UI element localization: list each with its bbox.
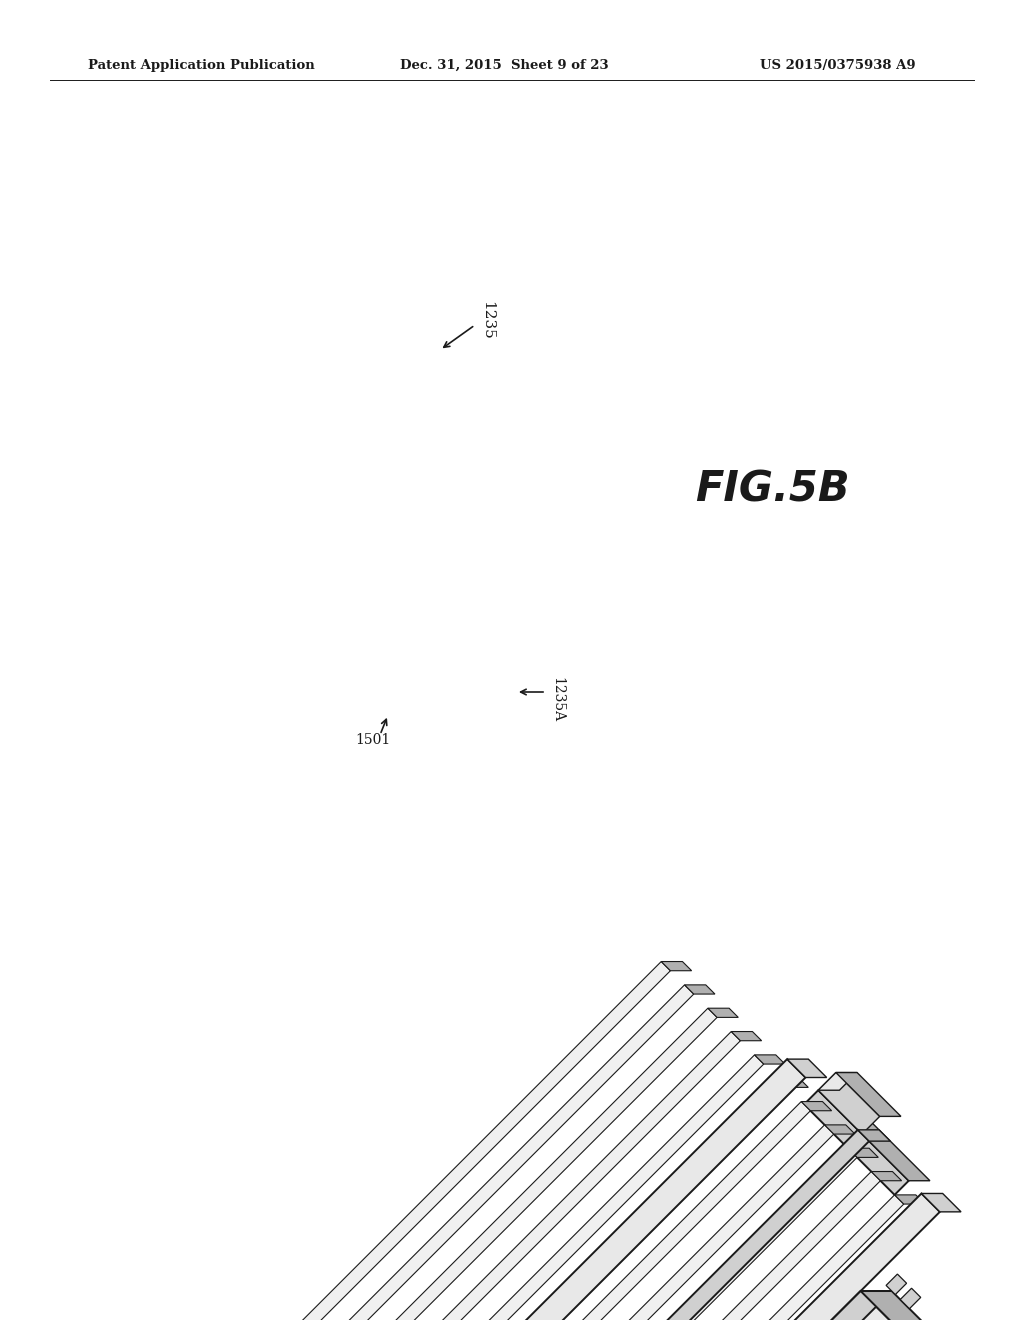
Polygon shape: [496, 1195, 904, 1320]
Polygon shape: [426, 1125, 834, 1320]
Text: FIG.5B: FIG.5B: [695, 469, 850, 511]
Polygon shape: [755, 1055, 785, 1064]
Polygon shape: [731, 1031, 762, 1040]
Polygon shape: [836, 1073, 901, 1117]
Polygon shape: [685, 985, 715, 994]
Text: 1235: 1235: [480, 301, 494, 339]
Polygon shape: [858, 1130, 890, 1142]
Polygon shape: [886, 1274, 906, 1295]
Text: 1235A: 1235A: [550, 677, 564, 722]
Polygon shape: [472, 1172, 881, 1320]
Polygon shape: [309, 1008, 717, 1320]
Polygon shape: [860, 1291, 949, 1320]
Text: Dec. 31, 2015  Sheet 9 of 23: Dec. 31, 2015 Sheet 9 of 23: [400, 58, 608, 71]
Text: 1501: 1501: [355, 733, 390, 747]
Polygon shape: [818, 1073, 857, 1090]
Polygon shape: [684, 1291, 919, 1320]
Polygon shape: [900, 1288, 921, 1308]
Polygon shape: [848, 1148, 879, 1158]
Polygon shape: [804, 1090, 908, 1195]
Polygon shape: [450, 1148, 857, 1320]
Polygon shape: [778, 1078, 808, 1088]
Polygon shape: [787, 1059, 826, 1077]
Polygon shape: [490, 1193, 940, 1320]
Polygon shape: [801, 1102, 831, 1110]
Polygon shape: [379, 1078, 787, 1320]
Polygon shape: [871, 1172, 902, 1180]
Polygon shape: [355, 1055, 764, 1320]
Polygon shape: [708, 1008, 738, 1018]
Polygon shape: [818, 1090, 930, 1180]
Polygon shape: [402, 1102, 810, 1320]
Polygon shape: [347, 1059, 806, 1320]
Polygon shape: [922, 1193, 962, 1212]
Polygon shape: [824, 1125, 855, 1134]
Polygon shape: [262, 961, 671, 1320]
Polygon shape: [818, 1073, 880, 1134]
Polygon shape: [895, 1195, 925, 1204]
Polygon shape: [286, 985, 693, 1320]
Polygon shape: [333, 1031, 740, 1320]
Polygon shape: [684, 1291, 892, 1320]
Text: Patent Application Publication: Patent Application Publication: [88, 58, 314, 71]
Text: US 2015/0375938 A9: US 2015/0375938 A9: [760, 58, 915, 71]
Polygon shape: [662, 961, 691, 970]
Polygon shape: [431, 1130, 869, 1320]
